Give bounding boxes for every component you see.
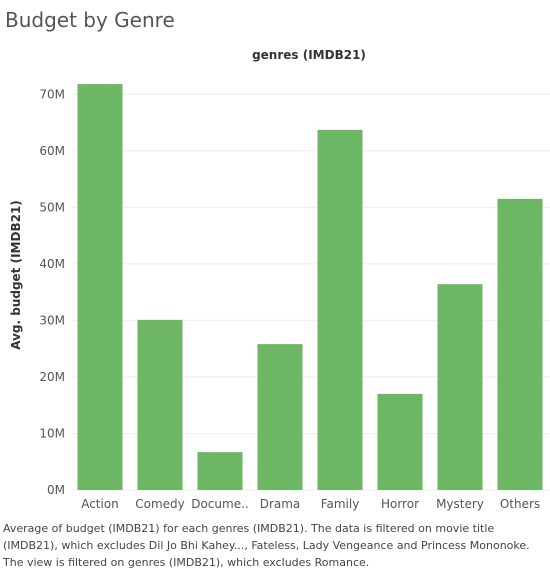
y-tick-label: 0M — [47, 483, 65, 497]
bar-docume[interactable] — [197, 452, 243, 490]
x-tick-label: Mystery — [436, 497, 484, 511]
bars — [77, 84, 543, 490]
chart-caption: Average of budget (IMDB21) for each genr… — [3, 522, 530, 569]
x-tick-label: Drama — [260, 497, 301, 511]
page-title: Budget by Genre — [5, 8, 175, 32]
x-tick-label: Comedy — [135, 497, 185, 511]
bar-comedy[interactable] — [137, 319, 183, 490]
y-tick-label: 70M — [39, 87, 65, 101]
y-tick-labels: 0M 10M 20M 30M 40M 50M 60M 70M — [39, 87, 65, 497]
x-tick-label: Family — [321, 497, 360, 511]
x-tick-label: Horror — [381, 497, 419, 511]
bar-action[interactable] — [77, 84, 123, 490]
chart-header: genres (IMDB21) — [252, 48, 366, 62]
x-tick-label: Action — [81, 497, 119, 511]
y-tick-label: 40M — [39, 257, 65, 271]
y-tick-label: 50M — [39, 200, 65, 214]
x-tick-labels: Action Comedy Docume.. Drama Family Horror Mys… — [81, 497, 540, 511]
bar-family[interactable] — [317, 129, 363, 490]
bar-drama[interactable] — [257, 344, 303, 490]
y-axis-label: Avg. budget (IMDB21) — [9, 200, 23, 350]
x-tick-label: Others — [500, 497, 540, 511]
y-tick-label: 60M — [39, 144, 65, 158]
x-tick-label: Docume.. — [191, 497, 249, 511]
y-tick-label: 10M — [39, 426, 65, 440]
y-tick-label: 30M — [39, 313, 65, 327]
y-tick-label: 20M — [39, 370, 65, 384]
bar-others[interactable] — [497, 198, 543, 490]
bar-chart: genres (IMDB21) Avg. budget (IMDB21) 0M 1… — [9, 48, 550, 511]
bar-mystery[interactable] — [437, 284, 483, 490]
bar-horror[interactable] — [377, 393, 423, 490]
